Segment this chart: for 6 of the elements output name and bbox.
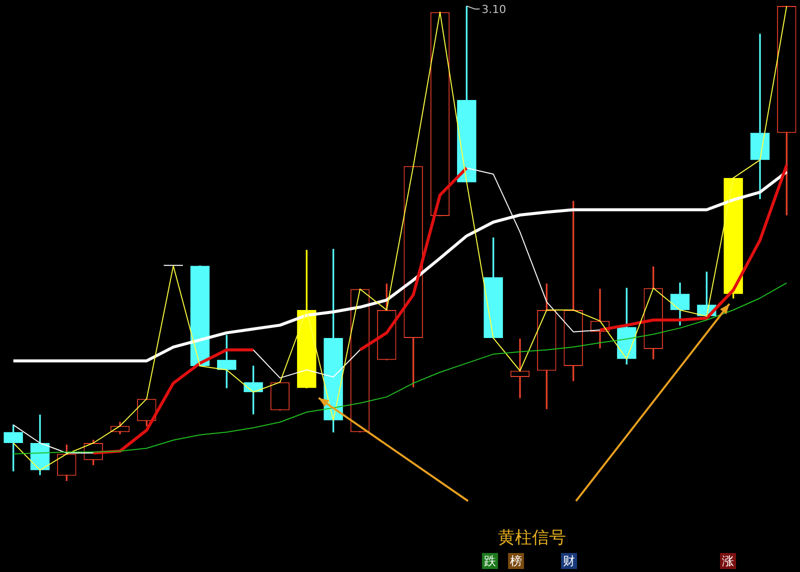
annotation: 3.10 xyxy=(482,2,506,16)
text: 榜 xyxy=(508,553,524,569)
text: 跌 xyxy=(482,553,498,569)
text: 涨 xyxy=(720,553,736,569)
text: 黄柱信号 xyxy=(498,527,566,549)
text: 财 xyxy=(561,553,577,569)
